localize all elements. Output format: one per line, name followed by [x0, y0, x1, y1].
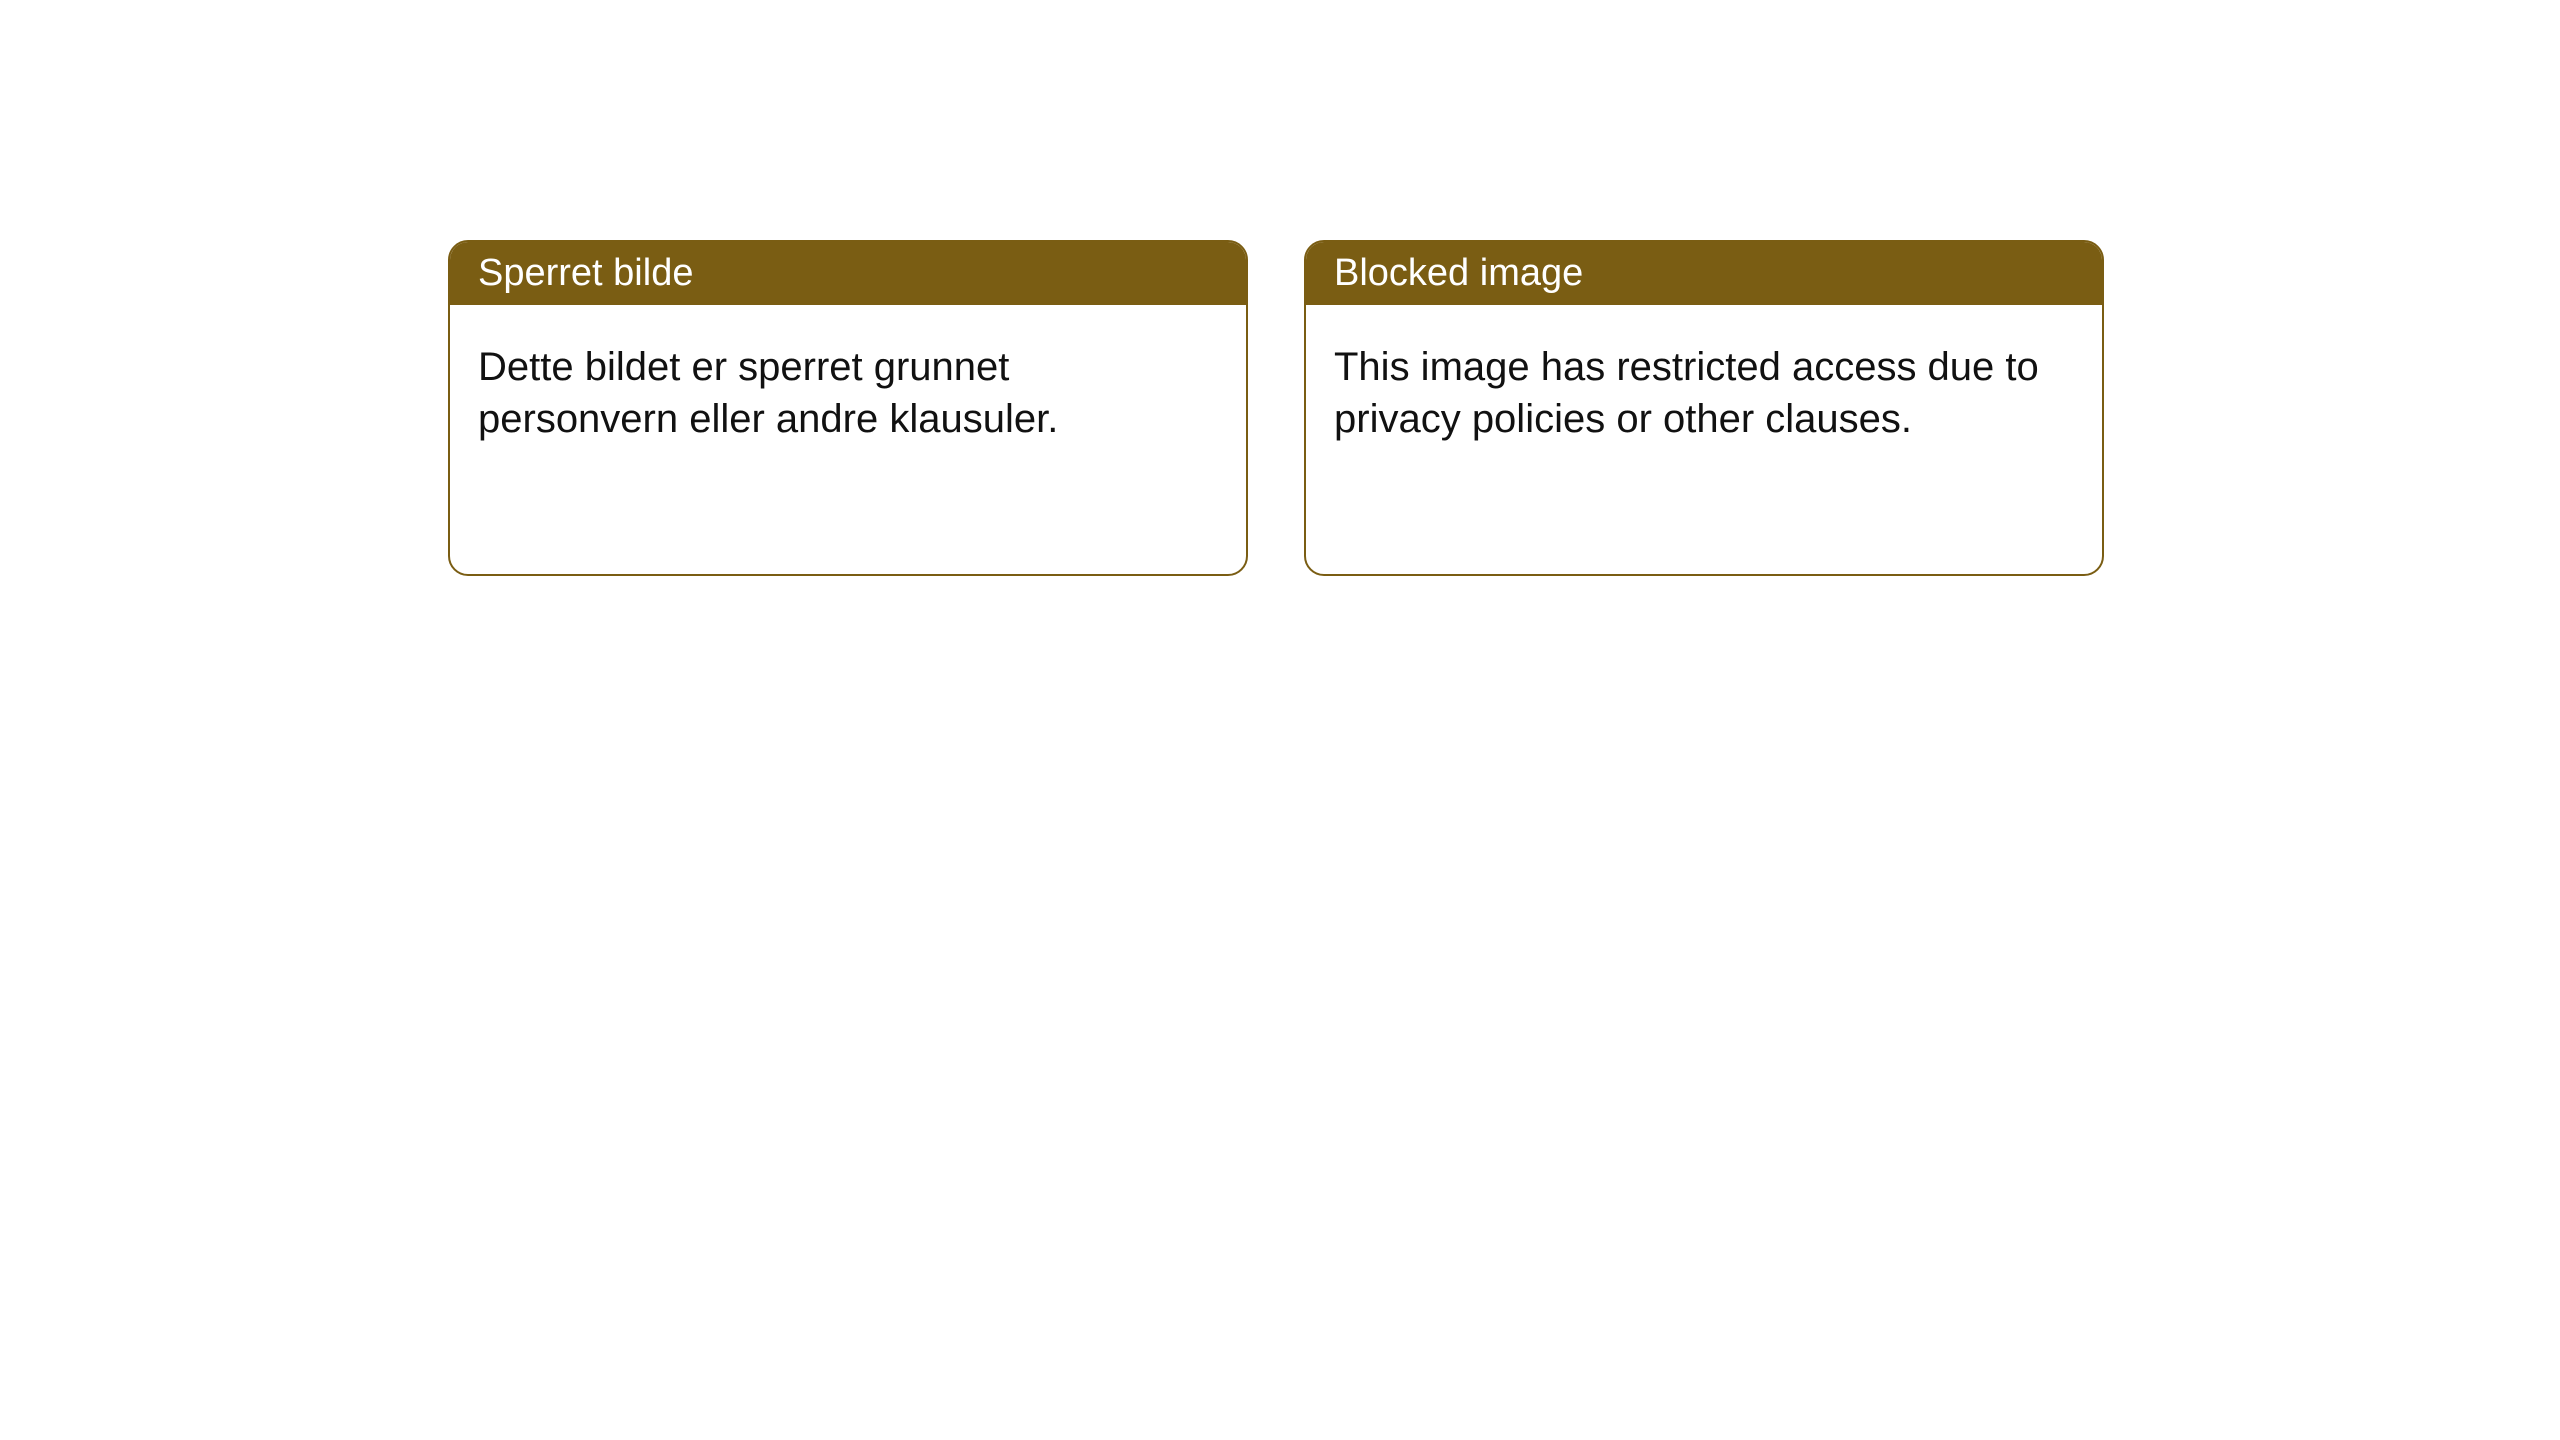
- card-body-text: Dette bildet er sperret grunnet personve…: [478, 345, 1058, 441]
- card-header: Sperret bilde: [450, 242, 1246, 305]
- card-title: Sperret bilde: [478, 252, 693, 294]
- blocked-image-card-en: Blocked image This image has restricted …: [1304, 240, 2104, 576]
- card-title: Blocked image: [1334, 252, 1583, 294]
- card-header: Blocked image: [1306, 242, 2102, 305]
- blocked-image-card-no: Sperret bilde Dette bildet er sperret gr…: [448, 240, 1248, 576]
- card-body: Dette bildet er sperret grunnet personve…: [450, 305, 1246, 481]
- card-body: This image has restricted access due to …: [1306, 305, 2102, 481]
- cards-container: Sperret bilde Dette bildet er sperret gr…: [0, 0, 2560, 576]
- card-body-text: This image has restricted access due to …: [1334, 345, 2039, 441]
